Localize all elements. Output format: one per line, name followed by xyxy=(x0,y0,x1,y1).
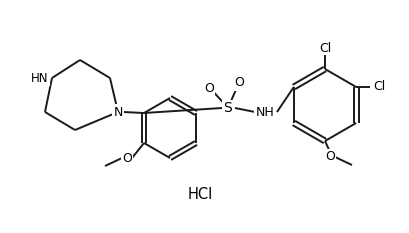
Text: N: N xyxy=(113,106,122,119)
Text: O: O xyxy=(122,151,132,164)
Text: HCl: HCl xyxy=(187,188,212,202)
Text: Cl: Cl xyxy=(372,80,384,93)
Text: HN: HN xyxy=(31,72,49,85)
Text: O: O xyxy=(324,151,334,164)
Text: NH: NH xyxy=(255,106,274,119)
Text: S: S xyxy=(223,101,232,115)
Text: O: O xyxy=(234,76,243,89)
Text: O: O xyxy=(204,82,213,95)
Text: Cl: Cl xyxy=(318,42,330,55)
